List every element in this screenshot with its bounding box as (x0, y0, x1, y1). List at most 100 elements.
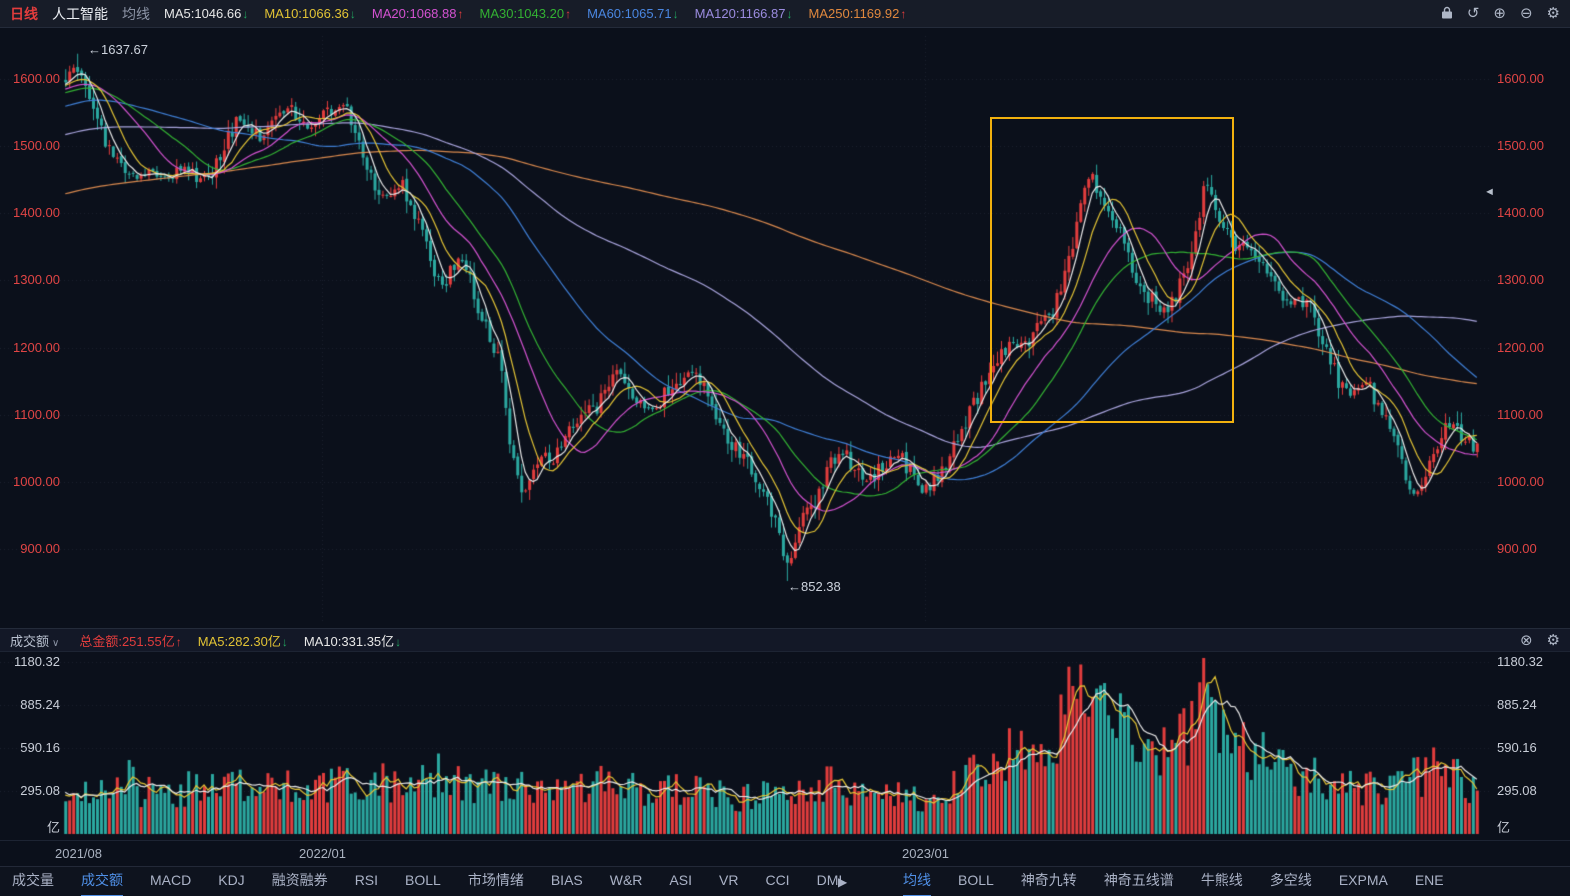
volume-indicator: 总金额:251.55亿↑ (79, 631, 181, 650)
ma-indicator: MA30:1043.20↑ (480, 6, 572, 21)
indicator-tab[interactable]: 市场情绪 (467, 872, 524, 888)
price-chart-panel: 1600.00 1500.00 1400.00 1300.00 1200.00 1100.… (0, 28, 1570, 628)
volume-panel-controls: ⊗ ⚙ (1520, 633, 1560, 648)
indicator-tab[interactable]: BOLL (405, 872, 441, 888)
indicator-tab[interactable]: KDJ (218, 872, 245, 888)
trend-arrow-icon: ↑ (175, 634, 182, 649)
volume-tick: 590.16 (20, 740, 60, 755)
ma-value: MA250:1169.92 (808, 6, 900, 21)
overlay-tab[interactable]: 多空线 (1269, 872, 1312, 888)
highlight-box (990, 117, 1234, 423)
volume-chart-canvas[interactable] (0, 652, 1570, 840)
trend-arrow-icon: ↓ (395, 634, 402, 649)
ma-value: MA10:1066.36 (264, 6, 349, 21)
trend-arrow-icon: ↓ (281, 634, 288, 649)
x-axis-tick: 2021/08 (55, 846, 102, 861)
volume-legend: 总金额:251.55亿↑ MA5:282.30亿↓ MA10:331.35亿↓ (79, 631, 401, 650)
top-toolbar: 日线 人工智能 均线 MA5:1046.66↓ MA10:1066.36↓ MA… (0, 0, 1570, 28)
chart-control-icons: ↺ ⊕ ⊖ ⚙ (1467, 6, 1560, 21)
volume-control-icons: ⊗ ⚙ (1520, 633, 1560, 648)
price-tick: 1500.00 (13, 138, 60, 154)
vol-axis-left: 1180.32 885.24 590.16 295.08 亿 (0, 652, 62, 840)
ma-indicator: MA250:1169.92↑ (809, 6, 907, 21)
overlay-tab[interactable]: 牛熊线 (1200, 872, 1243, 888)
zoom-in-icon[interactable]: ⊕ (1493, 5, 1506, 22)
price-tick: 1600.00 (13, 71, 60, 86)
indicator-tab[interactable]: 融资融券 (271, 872, 328, 888)
symbol-name[interactable]: 人工智能 (52, 5, 108, 22)
overlay-tab[interactable]: ENE (1414, 872, 1444, 888)
overlay-tab[interactable]: EXPMA (1338, 872, 1388, 888)
indicator-tab[interactable]: VR (719, 872, 739, 888)
trend-arrow-icon: ↓ (672, 7, 679, 21)
x-axis: 2021/08 2022/01 2023/01 (0, 840, 1570, 866)
price-tick: 1400.00 (1497, 205, 1544, 221)
overlay-tab[interactable]: 神奇五线谱 (1103, 872, 1174, 888)
indicator-tab[interactable]: CCI (765, 872, 790, 888)
ma-value: MA5:1046.66 (164, 6, 242, 21)
indicator-tab[interactable]: 成交额 (81, 867, 123, 896)
overlay-tab[interactable]: 神奇九转 (1020, 872, 1077, 888)
indicator-tab[interactable]: MACD (150, 872, 192, 888)
price-tick: 1100.00 (1497, 406, 1544, 422)
volume-unit-label: 亿 (1497, 820, 1511, 835)
overlay-tab[interactable]: BOLL (958, 872, 994, 888)
period-selector[interactable]: 日线 (10, 5, 38, 22)
price-tick: 900.00 (20, 541, 60, 556)
price-tick: 1200.00 (1497, 339, 1544, 355)
price-tick: 1400.00 (13, 205, 60, 221)
ma-indicator: MA120:1166.87↓ (695, 6, 793, 21)
indicator-tab[interactable]: RSI (354, 872, 379, 888)
trend-arrow-icon: ↑ (565, 7, 572, 21)
chevron-down-icon: ∨ (52, 637, 60, 649)
volume-indicator-selector[interactable]: 成交额 ∨ (10, 631, 59, 650)
settings-icon[interactable]: ⚙ (1546, 631, 1560, 649)
indicator-tab[interactable]: W&R (609, 872, 643, 888)
indicator-tab[interactable]: DMI (816, 872, 843, 888)
volume-tick: 295.08 (1497, 783, 1537, 798)
indicator-tab[interactable]: 成交量 (12, 872, 54, 888)
price-tick: 1600.00 (1497, 71, 1544, 86)
volume-tick: 885.24 (1497, 697, 1537, 713)
price-tick: 1200.00 (13, 339, 60, 355)
volume-panel-header: 成交额 ∨ 总金额:251.55亿↑ MA5:282.30亿↓ MA10:331.… (0, 628, 1570, 652)
volume-indicator: MA10:331.35亿↓ (304, 631, 401, 650)
indicator-tab[interactable]: BIAS (550, 872, 583, 888)
ma-indicator: MA5:1046.66↓ (164, 6, 248, 21)
overlay-tab[interactable]: 均线 (903, 867, 931, 896)
zoom-out-icon[interactable]: ⊖ (1519, 5, 1533, 22)
volume-chart-panel: 1180.32 885.24 590.16 295.08 亿 1180.32 885.24… (0, 652, 1570, 840)
price-chart-canvas[interactable] (0, 28, 1570, 628)
bottom-toolbar: 成交量 成交额 MACD KDJ 融资融券 RSI BOLL 市场情绪 BIAS… (0, 866, 1570, 896)
price-tick: 900.00 (1497, 541, 1537, 556)
ma-settings-label[interactable]: 均线 (122, 5, 150, 22)
vol-axis-right: 1180.32 885.24 590.16 295.08 亿 (1494, 652, 1570, 840)
lock-icon[interactable] (1441, 6, 1453, 22)
chart-controls: ↺ ⊕ ⊖ ⚙ (1441, 6, 1560, 22)
price-tick: 1300.00 (1497, 272, 1544, 288)
price-axis-right: 1600.00 1500.00 1400.00 1300.00 1200.00 1100.… (1494, 28, 1570, 628)
volume-tick: 1180.32 (13, 654, 60, 670)
price-tick: 1000.00 (13, 473, 60, 489)
x-axis-tick: 2022/01 (299, 846, 346, 861)
ma-legend: MA5:1046.66↓ MA10:1066.36↓ MA20:1068.88↑… (164, 6, 906, 21)
lock-icon-shape (1441, 6, 1452, 18)
volume-value: MA10:331.35亿 (303, 633, 395, 649)
indicator-tabs: 成交量 成交额 MACD KDJ 融资融券 RSI BOLL 市场情绪 BIAS… (12, 867, 869, 896)
undo-icon[interactable]: ↺ (1466, 5, 1480, 22)
volume-unit-label: 亿 (46, 820, 60, 835)
ma-indicator: MA60:1065.71↓ (587, 6, 679, 21)
trend-arrow-icon: ↓ (349, 7, 356, 21)
close-icon[interactable]: ⊗ (1519, 631, 1533, 649)
volume-tick: 885.24 (20, 697, 60, 713)
ma-value: MA60:1065.71 (587, 6, 672, 21)
volume-value: 总金额:251.55亿 (79, 633, 175, 649)
indicator-tab[interactable]: ASI (669, 872, 692, 888)
settings-icon[interactable]: ⚙ (1546, 5, 1560, 22)
volume-indicator-label: 成交额 (10, 633, 50, 649)
price-tick: 1500.00 (1497, 138, 1544, 154)
ma-indicator: MA20:1068.88↑ (372, 6, 464, 21)
scroll-right-icon[interactable]: ▶ (838, 875, 848, 889)
price-tick: 1100.00 (13, 406, 60, 422)
volume-tick: 295.08 (20, 783, 60, 798)
